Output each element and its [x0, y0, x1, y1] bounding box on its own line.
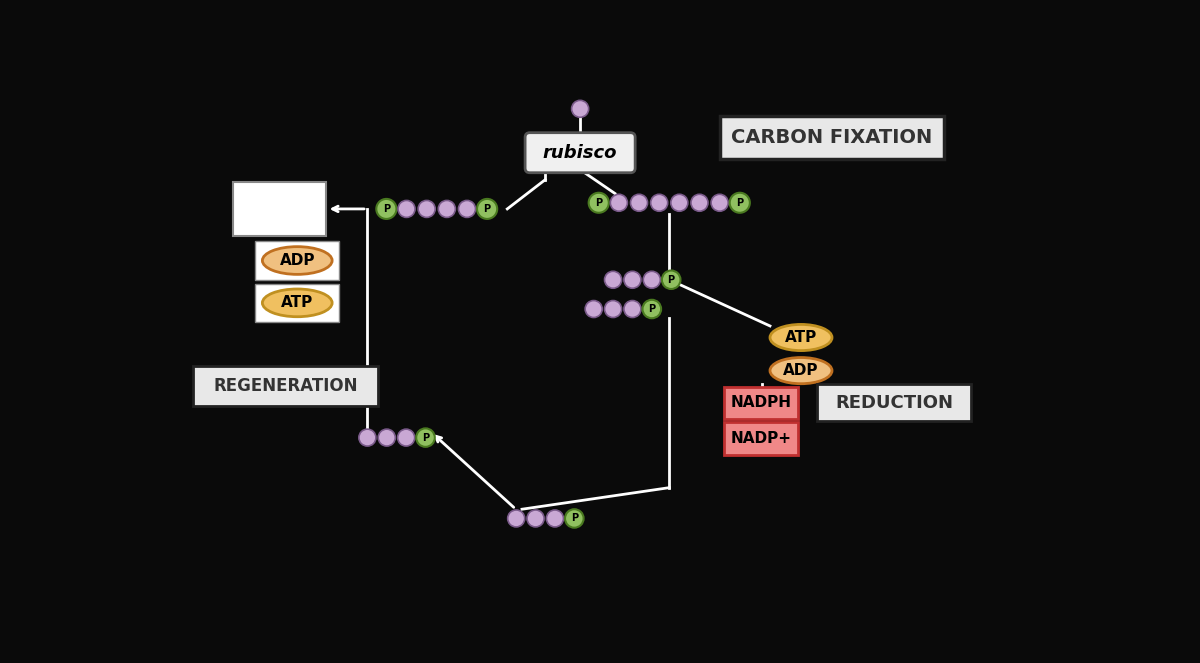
Circle shape — [605, 300, 622, 318]
Text: P: P — [422, 433, 430, 443]
FancyBboxPatch shape — [724, 422, 798, 455]
Text: ATP: ATP — [281, 295, 313, 310]
Ellipse shape — [770, 357, 832, 384]
Circle shape — [624, 271, 641, 288]
Circle shape — [586, 300, 602, 318]
Text: P: P — [571, 513, 578, 524]
Circle shape — [650, 194, 667, 211]
Circle shape — [589, 193, 608, 213]
Text: P: P — [595, 198, 602, 208]
Ellipse shape — [263, 247, 332, 274]
Circle shape — [643, 271, 660, 288]
Circle shape — [377, 199, 396, 219]
FancyBboxPatch shape — [256, 284, 340, 322]
FancyBboxPatch shape — [526, 133, 635, 173]
Circle shape — [571, 100, 589, 117]
Circle shape — [418, 200, 436, 217]
Text: ADP: ADP — [280, 253, 314, 268]
Ellipse shape — [263, 289, 332, 317]
Text: NADP+: NADP+ — [730, 431, 791, 446]
FancyBboxPatch shape — [256, 241, 340, 280]
Text: ATP: ATP — [785, 330, 817, 345]
Text: P: P — [383, 204, 390, 214]
Circle shape — [359, 429, 376, 446]
Circle shape — [662, 271, 680, 289]
Circle shape — [416, 428, 434, 447]
Circle shape — [478, 199, 497, 219]
Circle shape — [712, 194, 728, 211]
Circle shape — [398, 200, 415, 217]
Text: REDUCTION: REDUCTION — [835, 394, 953, 412]
Circle shape — [611, 194, 628, 211]
Circle shape — [438, 200, 455, 217]
Text: NADPH: NADPH — [730, 395, 791, 410]
Circle shape — [527, 510, 544, 527]
Circle shape — [730, 193, 750, 213]
Text: P: P — [737, 198, 743, 208]
Circle shape — [624, 300, 641, 318]
Ellipse shape — [770, 324, 832, 351]
Circle shape — [458, 200, 475, 217]
FancyBboxPatch shape — [193, 366, 378, 406]
Circle shape — [605, 271, 622, 288]
FancyBboxPatch shape — [724, 387, 798, 419]
FancyBboxPatch shape — [817, 385, 971, 422]
Circle shape — [691, 194, 708, 211]
Circle shape — [378, 429, 395, 446]
Circle shape — [642, 300, 661, 318]
FancyBboxPatch shape — [720, 116, 943, 159]
Circle shape — [397, 429, 415, 446]
Text: rubisco: rubisco — [542, 144, 617, 162]
Circle shape — [630, 194, 648, 211]
Text: ADP: ADP — [784, 363, 818, 378]
Text: P: P — [484, 204, 491, 214]
Circle shape — [671, 194, 688, 211]
Text: P: P — [648, 304, 655, 314]
Text: P: P — [667, 274, 674, 285]
Text: CARBON FIXATION: CARBON FIXATION — [731, 128, 932, 147]
FancyBboxPatch shape — [233, 182, 326, 236]
Circle shape — [546, 510, 564, 527]
Circle shape — [508, 510, 524, 527]
Circle shape — [565, 509, 583, 528]
Text: REGENERATION: REGENERATION — [214, 377, 358, 395]
